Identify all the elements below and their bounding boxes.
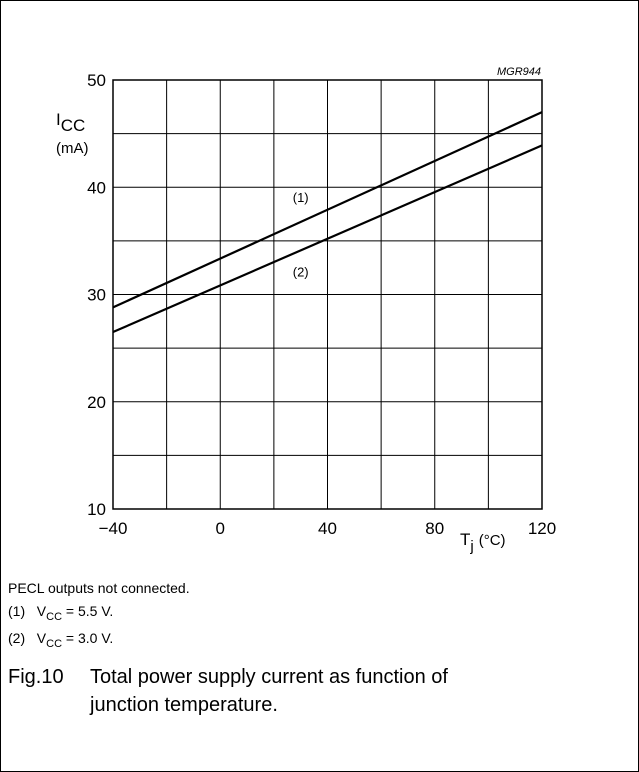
x-tick-label: −40	[99, 519, 128, 538]
y-tick-label: 30	[87, 286, 106, 305]
caption-line-2: junction temperature.	[90, 694, 278, 716]
note-1-value: = 5.5 V.	[65, 603, 114, 619]
x-axis-symbol: T	[460, 530, 470, 549]
note-series-2: (2) VCC = 3.0 V.	[8, 630, 113, 650]
note-2-value: = 3.0 V.	[65, 630, 114, 646]
x-tick-label: 120	[528, 519, 556, 538]
x-axis-unit: (°C)	[479, 532, 506, 549]
plot-border	[112, 79, 543, 510]
note-1-label: (1)	[8, 603, 26, 619]
grid	[112, 79, 543, 510]
series-group: (1) (2)	[112, 111, 543, 334]
series-label-2: (2)	[293, 264, 309, 279]
x-axis-subscript: j	[469, 538, 473, 555]
note-1-subscript: CC	[46, 610, 63, 623]
y-tick-label: 40	[87, 178, 106, 197]
note-1-symbol: V	[36, 603, 47, 619]
y-tick-label: 10	[87, 500, 106, 519]
caption-line-1: Total power supply current as function o…	[90, 666, 448, 688]
note-2-subscript: CC	[46, 637, 63, 650]
note-2-symbol: V	[36, 630, 47, 646]
figure-caption: Fig.10 Total power supply current as func…	[8, 663, 608, 719]
y-axis-label: ICC	[56, 110, 85, 135]
y-tick-label: 50	[87, 71, 106, 90]
y-tick-label: 20	[87, 393, 106, 412]
y-axis-subscript: CC	[61, 116, 86, 135]
note-2-label: (2)	[8, 630, 26, 646]
y-axis-unit: (mA)	[56, 140, 89, 157]
x-axis-label: Tj (°C)	[460, 530, 506, 555]
series-line-1	[112, 111, 543, 309]
series-label-1: (1)	[293, 190, 309, 205]
reference-label: MGR944	[497, 66, 541, 78]
y-axis-symbol: I	[56, 110, 61, 129]
x-tick-label: 40	[318, 519, 337, 538]
note-outputs: PECL outputs not connected.	[8, 580, 190, 596]
figure-number: Fig.10	[8, 666, 64, 688]
tick-labels: 10 20 30 40 50 −40 0 40 80 120	[87, 71, 556, 538]
note-series-1: (1) VCC = 5.5 V.	[8, 603, 113, 623]
x-tick-label: 80	[425, 519, 444, 538]
x-tick-label: 0	[216, 519, 225, 538]
series-line-2	[112, 144, 543, 334]
